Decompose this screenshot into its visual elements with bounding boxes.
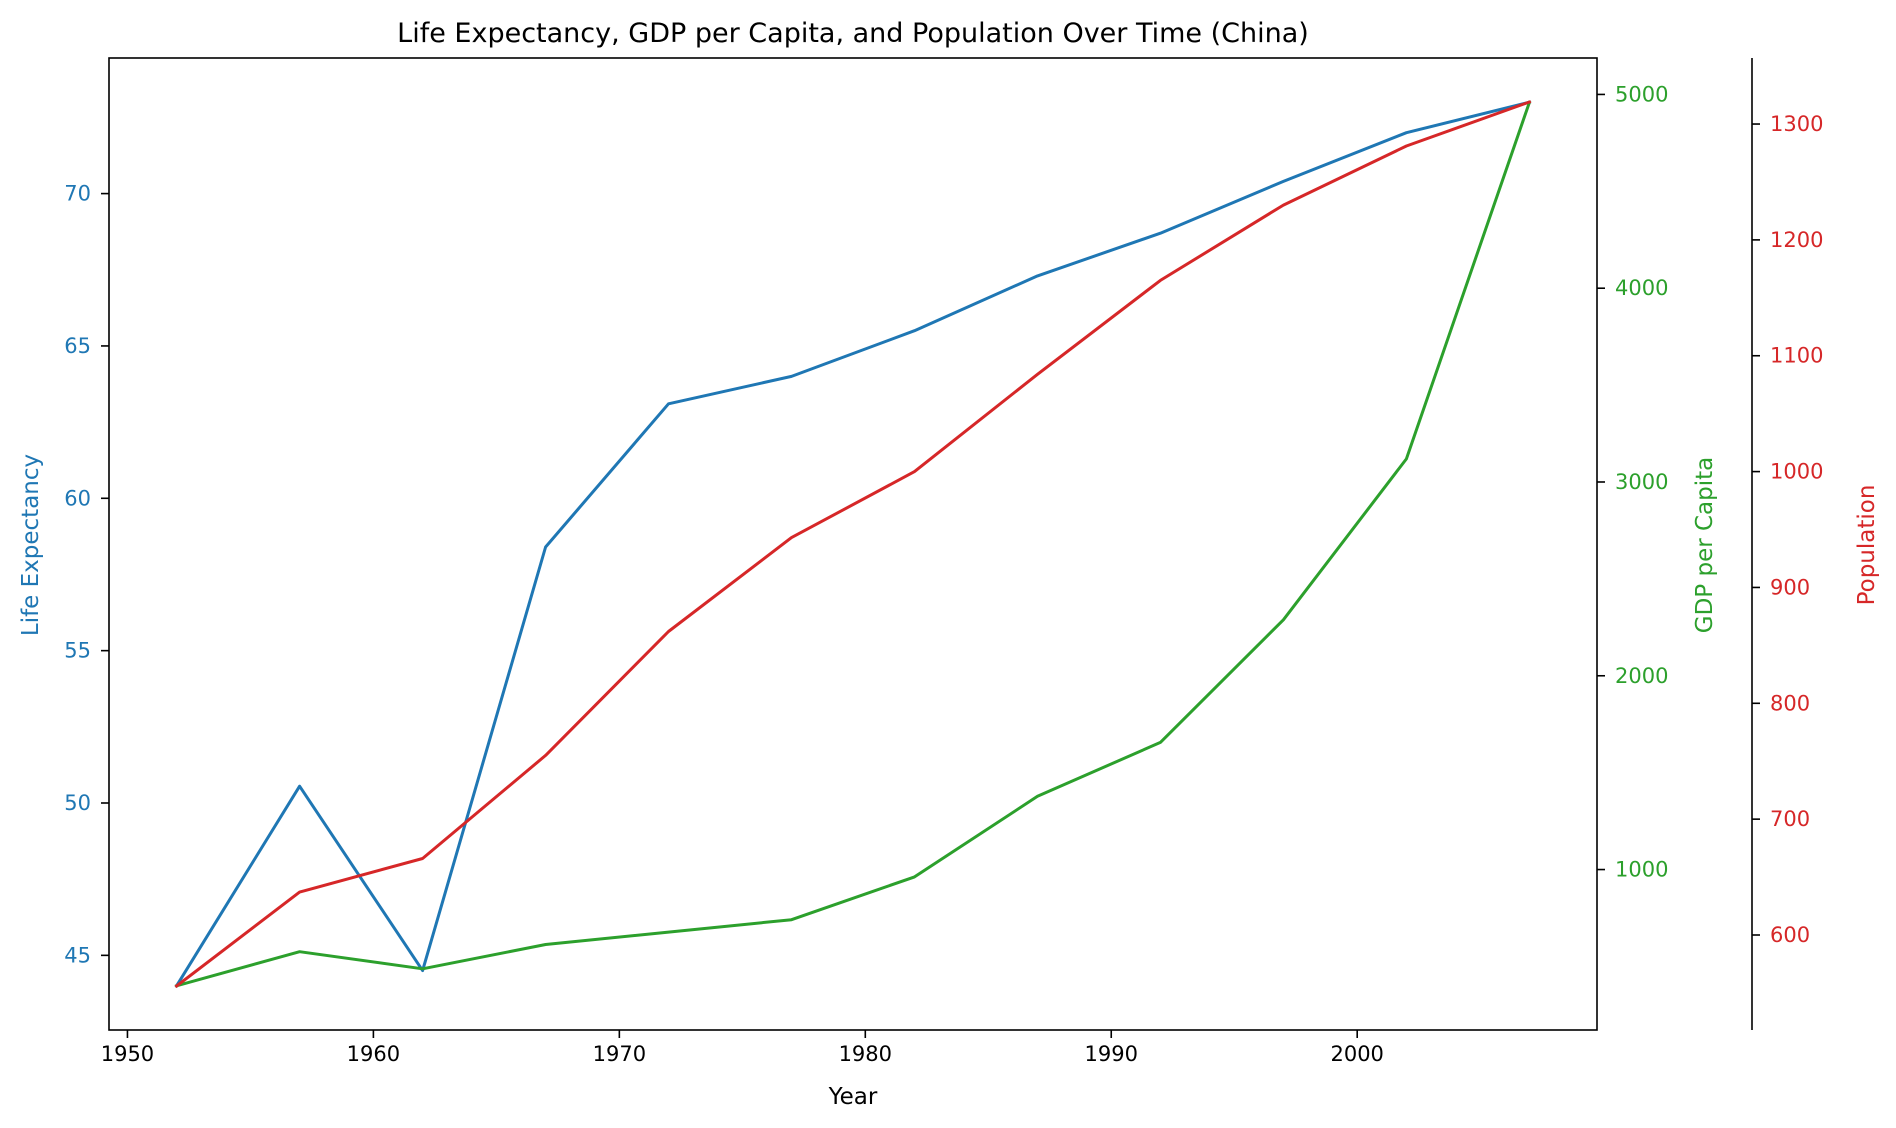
x-tick-label: 1960 — [347, 1042, 400, 1066]
y-tick-label-population: 1100 — [1770, 344, 1823, 368]
y-tick-label-life-expectancy: 65 — [64, 334, 91, 358]
x-tick-label: 2000 — [1330, 1042, 1383, 1066]
y-tick-label-population: 900 — [1770, 575, 1810, 599]
y-tick-label-life-expectancy: 60 — [64, 486, 91, 510]
y-axis-title-life-expectancy: Life Expectancy — [18, 454, 44, 636]
y-axis-title-gdp-per-capita: GDP per Capita — [1692, 457, 1718, 634]
series-line-life-expectancy — [174, 100, 1532, 988]
y-tick-label-gdp-per-capita: 1000 — [1615, 858, 1668, 882]
series-line-gdp-per-capita — [174, 100, 1532, 988]
y-tick-label-gdp-per-capita: 5000 — [1615, 82, 1668, 106]
x-axis-title: Year — [828, 1084, 878, 1110]
x-tick-label: 1950 — [101, 1042, 154, 1066]
series-line-population — [174, 100, 1532, 989]
y-tick-label-population: 1000 — [1770, 460, 1823, 484]
y-tick-label-population: 700 — [1770, 807, 1810, 831]
plot-area: 1950 1960 1970 1980 1990 2000 45 50 55 60 65 70 1000… — [64, 57, 1823, 1066]
x-tick-label: 1990 — [1085, 1042, 1138, 1066]
y-tick-label-gdp-per-capita: 2000 — [1615, 664, 1668, 688]
y-axis-title-population: Population — [1854, 485, 1880, 606]
x-tick-label: 1970 — [593, 1042, 646, 1066]
y-tick-label-life-expectancy: 55 — [64, 639, 91, 663]
chart-title: Life Expectancy, GDP per Capita, and Pop… — [397, 18, 1309, 49]
y-tick-label-population: 1300 — [1770, 112, 1823, 136]
y-tick-label-life-expectancy: 50 — [64, 791, 91, 815]
y-tick-label-life-expectancy: 70 — [64, 182, 91, 206]
y-tick-label-gdp-per-capita: 3000 — [1615, 470, 1668, 494]
y-tick-label-population: 800 — [1770, 691, 1810, 715]
x-tick-label: 1980 — [839, 1042, 892, 1066]
y-tick-label-population: 1200 — [1770, 228, 1823, 252]
y-tick-label-life-expectancy: 45 — [64, 943, 91, 967]
y-tick-label-gdp-per-capita: 4000 — [1615, 276, 1668, 300]
plot-frame — [108, 57, 1598, 1031]
y-tick-label-population: 600 — [1770, 923, 1810, 947]
